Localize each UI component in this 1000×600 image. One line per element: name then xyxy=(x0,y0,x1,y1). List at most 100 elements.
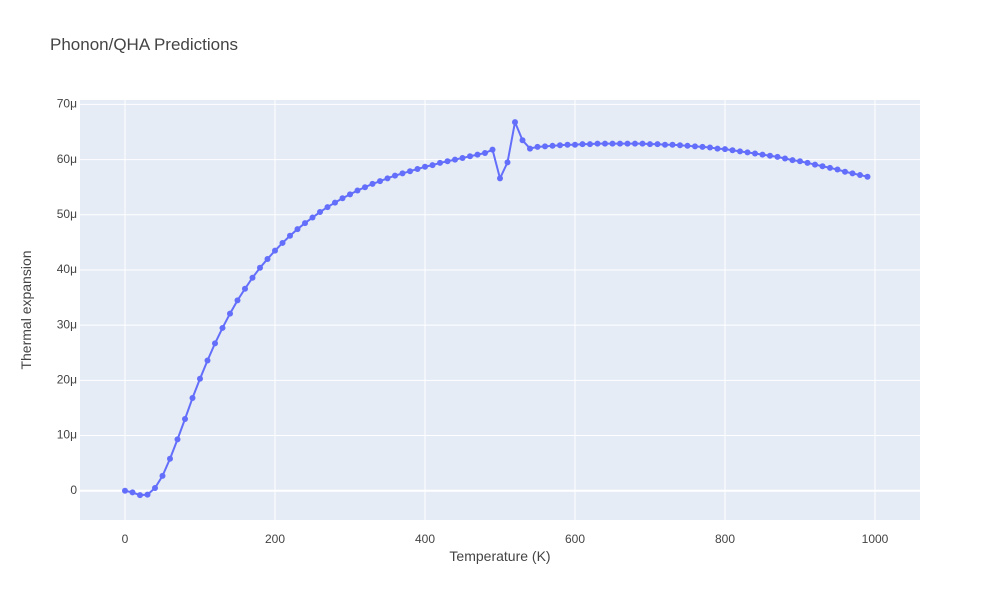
data-point xyxy=(692,143,698,150)
y-tick-label: 10μ xyxy=(57,428,77,442)
data-point xyxy=(609,140,616,147)
data-point xyxy=(189,395,196,402)
data-point xyxy=(834,166,841,173)
data-point xyxy=(789,157,796,164)
data-point xyxy=(249,274,256,281)
data-point xyxy=(272,247,278,254)
data-point xyxy=(594,140,601,147)
data-point xyxy=(662,141,668,148)
data-point xyxy=(339,195,346,202)
data-point xyxy=(399,170,406,177)
data-point xyxy=(579,141,586,148)
data-point xyxy=(504,159,511,166)
data-point xyxy=(722,146,728,153)
data-point xyxy=(564,141,571,148)
y-axis-title: Thermal expansion xyxy=(18,250,34,369)
data-point xyxy=(489,146,496,153)
data-point xyxy=(167,455,173,462)
data-point xyxy=(407,168,413,175)
data-point xyxy=(302,220,308,227)
data-point xyxy=(294,226,301,233)
x-tick-labels: 0 200 400 600 800 1000 xyxy=(122,532,889,546)
data-point xyxy=(459,154,466,161)
data-point xyxy=(497,175,503,182)
x-tick-label: 600 xyxy=(565,532,585,546)
data-point xyxy=(849,170,856,177)
data-point xyxy=(257,264,263,271)
data-point xyxy=(122,487,128,494)
data-point xyxy=(737,148,743,155)
data-point xyxy=(324,204,331,211)
x-tick-label: 800 xyxy=(715,532,735,546)
data-point xyxy=(677,142,683,149)
data-point xyxy=(414,165,421,172)
data-point xyxy=(669,141,676,148)
x-tick-label: 0 xyxy=(122,532,129,546)
data-point xyxy=(429,162,436,169)
data-point xyxy=(152,484,158,491)
y-tick-label: 40μ xyxy=(57,262,77,276)
data-point xyxy=(197,375,203,382)
data-point xyxy=(744,149,751,156)
data-point xyxy=(534,143,541,150)
data-point xyxy=(812,161,818,168)
data-point xyxy=(819,163,826,170)
data-point xyxy=(714,145,721,152)
data-point xyxy=(684,142,691,149)
data-point xyxy=(362,184,368,191)
y-tick-label: 20μ xyxy=(57,373,77,387)
data-point xyxy=(482,149,488,156)
data-point xyxy=(857,172,863,179)
data-point xyxy=(527,145,533,152)
y-gridlines xyxy=(80,103,920,492)
data-point xyxy=(174,436,181,443)
data-point xyxy=(557,142,563,149)
data-point xyxy=(767,152,773,159)
data-point xyxy=(129,489,136,496)
data-point xyxy=(639,140,646,147)
data-point xyxy=(774,153,781,160)
data-point xyxy=(647,141,653,148)
data-point xyxy=(617,140,623,147)
data-point xyxy=(752,150,758,157)
y-tick-label: 50μ xyxy=(57,207,77,221)
data-point xyxy=(384,175,391,182)
chart-title: Phonon/QHA Predictions xyxy=(50,35,238,54)
data-point xyxy=(212,340,218,347)
data-point xyxy=(864,173,871,180)
data-point xyxy=(219,324,226,331)
data-point xyxy=(234,297,241,304)
series-line xyxy=(124,121,868,497)
data-point xyxy=(842,168,848,175)
data-point xyxy=(804,159,811,166)
x-tick-label: 1000 xyxy=(862,532,889,546)
data-point xyxy=(309,214,316,221)
y-tick-label: 30μ xyxy=(57,317,77,331)
data-point xyxy=(587,141,593,148)
data-point xyxy=(782,155,788,162)
data-point xyxy=(654,141,661,148)
data-point xyxy=(279,239,286,246)
x-tick-label: 200 xyxy=(265,532,285,546)
data-point xyxy=(542,143,548,150)
series-group xyxy=(122,119,871,499)
data-point xyxy=(422,163,428,170)
data-point xyxy=(519,137,526,144)
data-point xyxy=(624,140,631,147)
x-tick-label: 400 xyxy=(415,532,435,546)
data-point xyxy=(159,472,166,479)
data-point xyxy=(392,172,398,179)
data-point xyxy=(182,416,188,422)
data-point xyxy=(287,232,293,239)
data-point xyxy=(729,147,736,154)
data-point xyxy=(332,199,338,206)
data-point xyxy=(549,142,556,149)
y-tick-label: 60μ xyxy=(57,152,77,166)
data-point xyxy=(444,158,451,165)
data-point xyxy=(347,191,353,198)
data-point xyxy=(474,151,481,158)
data-point xyxy=(437,159,443,166)
data-point xyxy=(602,140,608,147)
x-gridlines xyxy=(124,100,876,520)
